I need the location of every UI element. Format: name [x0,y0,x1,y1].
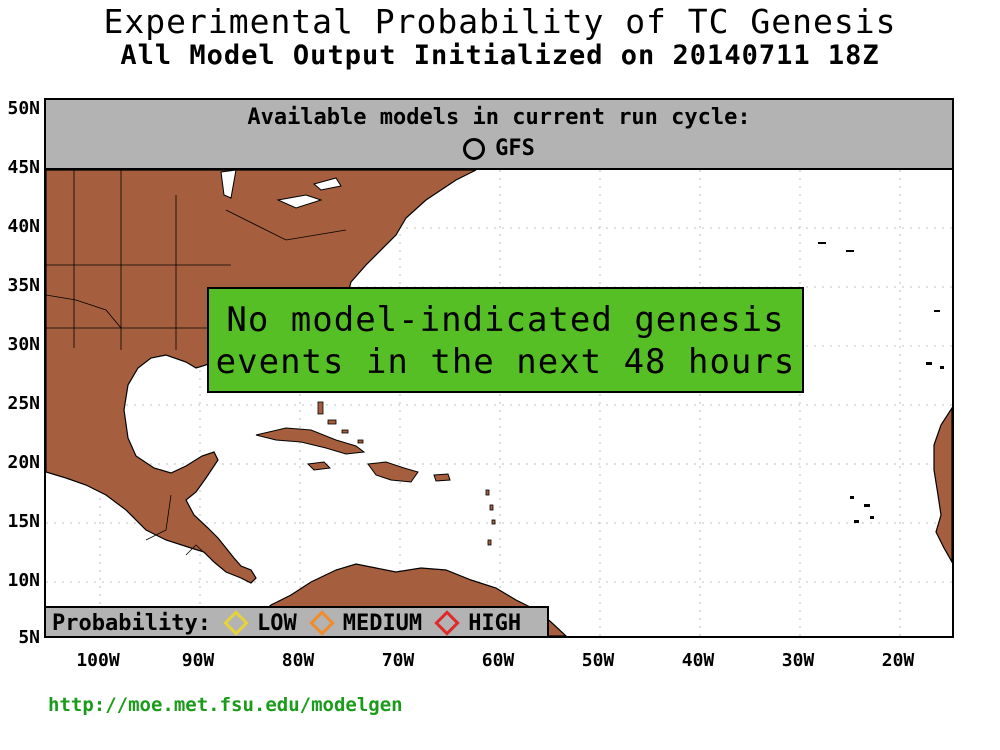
y-label: 5N [18,627,40,648]
y-label: 30N [7,334,40,355]
puerto-rico-island [433,473,451,482]
legend-medium: MEDIUM [342,610,423,636]
africa-landmass [933,406,952,564]
available-models-heading: Available models in current run cycle: [247,105,751,130]
map-panel: Available models in current run cycle: G… [44,98,954,638]
source-url[interactable]: http://moe.met.fsu.edu/modelgen [48,694,403,716]
legend-label: Probability: [52,610,211,636]
medium-diamond-icon [308,610,335,636]
banner-line-2: events in the next 48 hours [215,342,796,382]
y-label: 40N [7,216,40,237]
atlantic-islands [818,242,944,523]
y-label: 25N [7,393,40,414]
y-label: 20N [7,452,40,473]
x-label: 90W [181,650,215,671]
x-label: 60W [481,650,515,671]
legend-high: HIGH [468,610,522,636]
great-lakes [220,169,342,209]
y-label: 45N [7,157,40,178]
x-label: 20W [881,650,915,671]
x-label: 50W [581,650,615,671]
lesser-antilles [485,489,496,546]
x-label: 80W [281,650,315,671]
y-label: 50N [7,98,40,119]
no-genesis-banner: No model-indicated genesis events in the… [207,287,804,393]
high-diamond-icon [434,610,460,636]
hispaniola-island [367,461,419,483]
x-label: 40W [681,650,715,671]
bahamas-islands [317,401,364,444]
y-label: 15N [7,511,40,532]
map-subtitle: All Model Output Initialized on 20140711… [120,40,880,71]
probability-legend: Probability: LOW MEDIUM HIGH [46,606,549,636]
x-label: 70W [381,650,415,671]
legend-low: LOW [256,610,297,636]
x-label: 30W [781,650,815,671]
y-label: 10N [7,570,40,591]
x-label: 100W [76,650,120,671]
map-title: Experimental Probability of TC Genesis [103,2,897,41]
y-label: 35N [7,275,40,296]
model-name: GFS [495,136,535,161]
banner-line-1: No model-indicated genesis [226,300,785,340]
political-borders [46,170,347,563]
circle-marker-icon [463,137,486,160]
available-models-panel: Available models in current run cycle: G… [46,100,952,170]
cuba-island [255,427,366,455]
low-diamond-icon [223,610,249,636]
jamaica-island [306,461,332,471]
